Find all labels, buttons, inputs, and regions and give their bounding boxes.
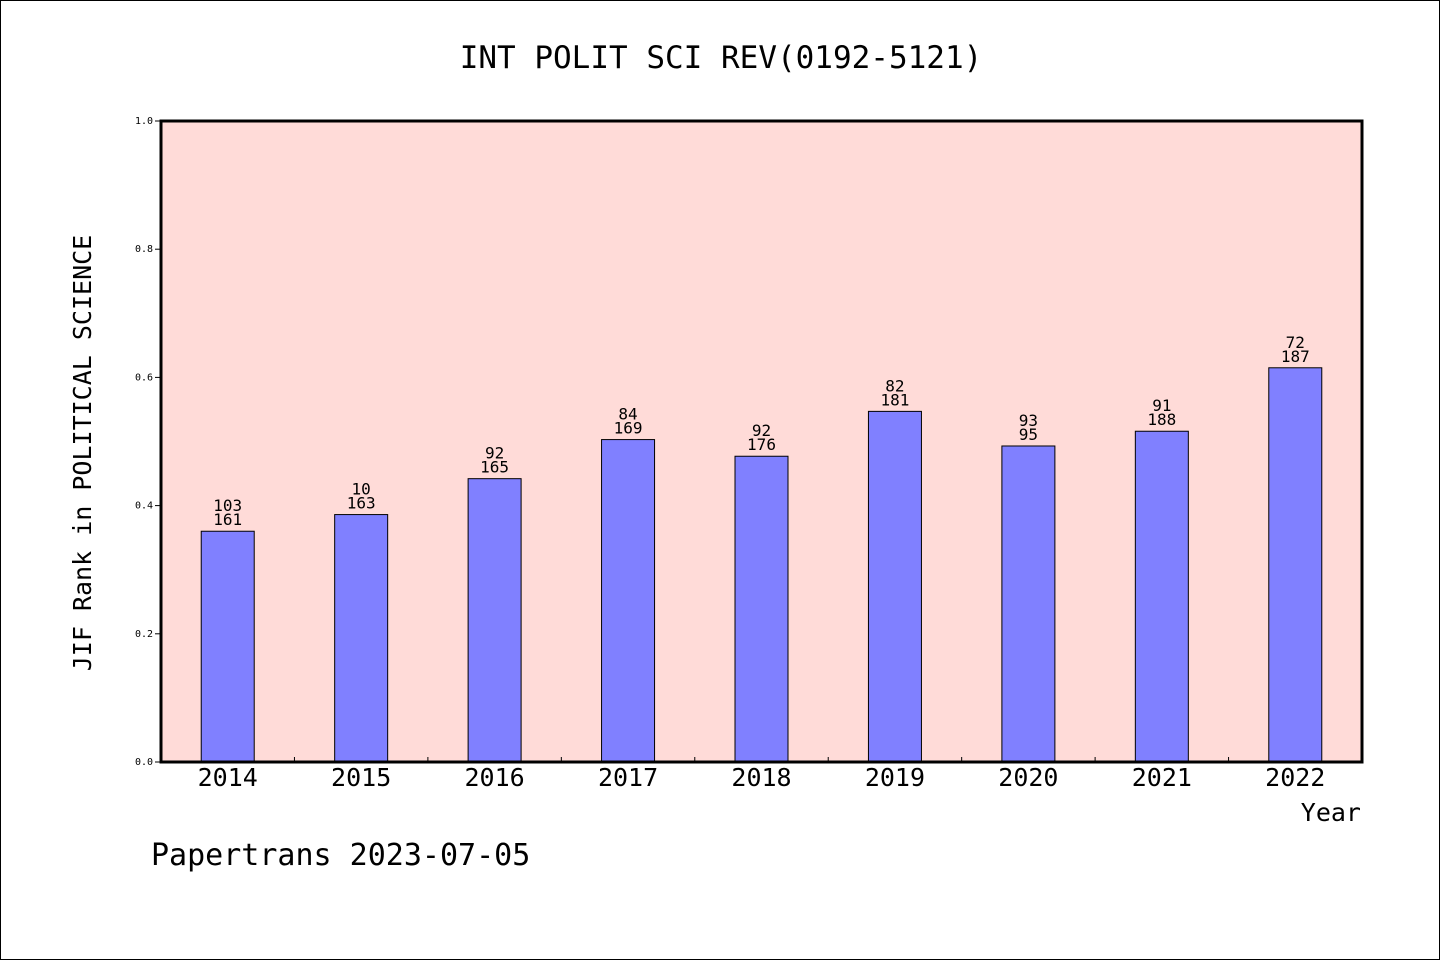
bar-rank-label-2019: 82: [885, 376, 904, 395]
bar-total-label-2018: 176: [747, 435, 776, 454]
bar-2017: [601, 439, 656, 763]
bar-total-label-2016: 165: [480, 458, 509, 477]
bar-2016: [467, 478, 522, 763]
y-axis: 0.0 0.2 0.4 0.6 0.8 1.0: [135, 116, 161, 768]
x-tick-label-2017: 2017: [598, 763, 658, 792]
x-tick-label-2022: 2022: [1265, 763, 1325, 792]
bar-2018: [734, 455, 789, 763]
bar-total-label-2019: 181: [880, 390, 909, 409]
chart-title: INT POLIT SCI REV(0192-5121): [460, 40, 983, 76]
y-tick-label-0: 0.0: [135, 757, 153, 768]
x-axis-label: Year: [1301, 798, 1361, 827]
x-tick-label-2014: 2014: [198, 763, 258, 792]
bar-2015: [334, 514, 389, 763]
bar-rank-label-2014: 103: [213, 496, 242, 515]
bar-rank-label-2016: 92: [485, 444, 504, 463]
x-axis: 2014 2015 2016 2017 2018 2019 2020 2021 2022: [198, 757, 1325, 792]
bar-series: [200, 367, 1323, 763]
bar-rank-label-2017: 84: [618, 405, 637, 424]
bar-total-label-2014: 161: [213, 510, 242, 529]
y-tick-label-4: 0.8: [135, 244, 153, 255]
bar-total-label-2022: 187: [1281, 347, 1310, 366]
y-tick-label-3: 0.6: [135, 372, 153, 383]
bar-2019: [867, 410, 922, 763]
plot-border: [159, 119, 1364, 764]
footer-credit: Papertrans 2023-07-05: [151, 838, 530, 873]
bar-2022: [1268, 367, 1323, 763]
bar-rank-label-2021: 91: [1152, 396, 1171, 415]
bar-total-label-2021: 188: [1147, 410, 1176, 429]
x-tick-label-2019: 2019: [865, 763, 925, 792]
bar-rank-label-2022: 72: [1286, 333, 1305, 352]
y-tick-label-1: 0.2: [135, 629, 153, 640]
x-tick-label-2016: 2016: [465, 763, 525, 792]
bar-2020: [1001, 445, 1056, 763]
y-tick-label-5: 1.0: [135, 116, 153, 127]
bar-2014: [200, 530, 255, 763]
y-tick-label-2: 0.4: [135, 501, 153, 512]
y-axis-label: JIF Rank in POLITICAL SCIENCE: [68, 235, 97, 672]
bar-rank-label-2015: 10: [352, 480, 371, 499]
x-tick-label-2020: 2020: [998, 763, 1058, 792]
bar-total-label-2020: 95: [1019, 425, 1038, 444]
bar-total-label-2015: 163: [347, 494, 376, 513]
bar-total-label-2017: 169: [614, 419, 643, 438]
x-tick-label-2018: 2018: [731, 763, 791, 792]
bar-rank-label-2018: 92: [752, 421, 771, 440]
bar-rank-label-2020: 93: [1019, 411, 1038, 430]
bar-2021: [1134, 430, 1189, 763]
x-tick-label-2021: 2021: [1132, 763, 1192, 792]
x-tick-label-2015: 2015: [331, 763, 391, 792]
